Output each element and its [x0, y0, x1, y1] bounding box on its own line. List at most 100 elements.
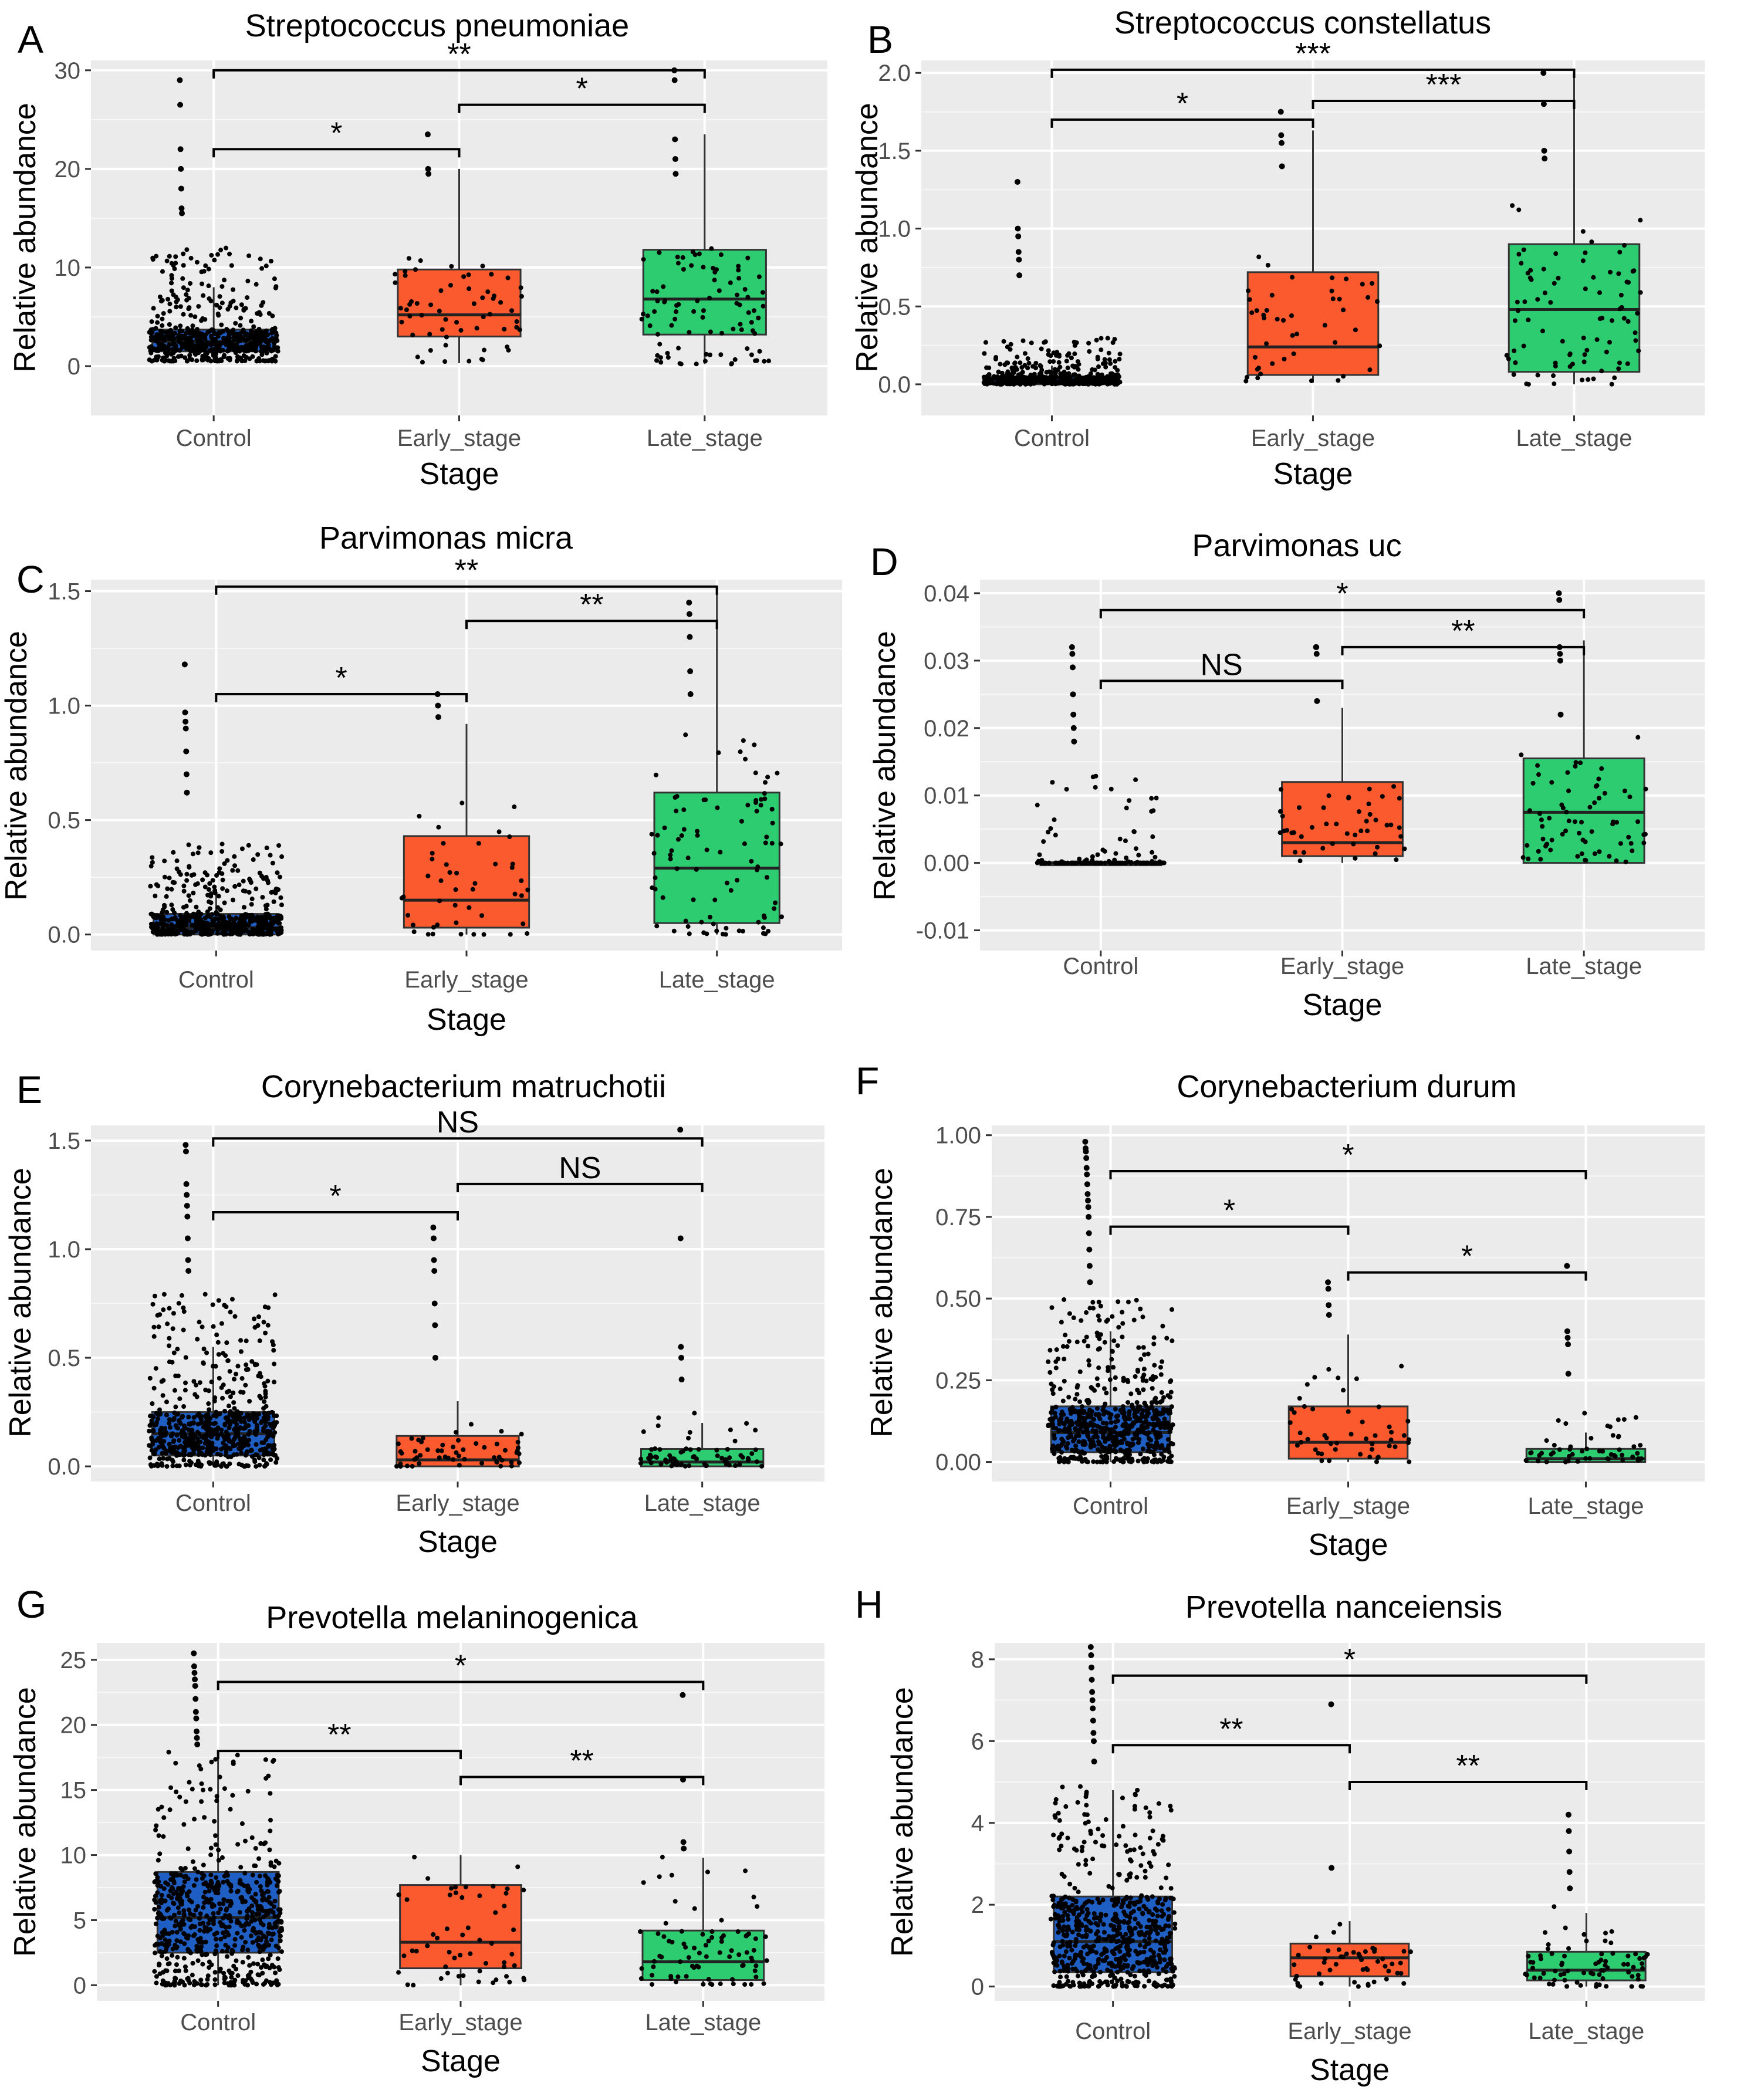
panel-a-ytick-label: 30 [55, 58, 81, 84]
panel-d-data-point [1150, 834, 1155, 840]
panel-a-data-point [229, 263, 234, 268]
panel-d-data-point [1614, 858, 1619, 864]
panel-g-data-point [172, 1912, 177, 1918]
panel-e-data-point [191, 1447, 197, 1452]
panel-f-data-point [1067, 1427, 1072, 1432]
panel-a-data-point [675, 261, 681, 266]
panel-d-significance-label: ** [1451, 614, 1475, 648]
panel-g-data-point [157, 1851, 163, 1856]
panel-b-data-point [1515, 299, 1520, 305]
panel-b-data-point [1022, 351, 1028, 356]
panel-d-outlier-point [1557, 657, 1563, 664]
panel-g-data-point [507, 1980, 512, 1985]
panel-c-data-point [150, 929, 156, 935]
panel-f-data-point [1106, 1365, 1111, 1370]
panel-e-data-point [156, 1324, 161, 1330]
panel-e-data-point [509, 1459, 514, 1465]
panel-g-data-point [258, 1937, 263, 1943]
panel-e-data-point [251, 1416, 256, 1422]
panel-c-points-early-stage [399, 800, 530, 937]
panel-e-data-point [179, 1293, 184, 1298]
panel-b-data-point [1033, 360, 1039, 366]
panel-f-data-point [1165, 1437, 1171, 1442]
panel-f-data-point [1168, 1389, 1174, 1395]
panel-e-data-point [168, 1445, 173, 1450]
panel-e-data-point [199, 1462, 204, 1467]
panel-d-data-point [1093, 784, 1098, 790]
panel-a-data-point [259, 334, 264, 340]
panel-c-data-point [211, 917, 216, 922]
panel-c-outlier-point [435, 702, 441, 709]
panel-a-data-point [256, 310, 262, 315]
panel-e-data-point [181, 1435, 187, 1440]
panel-e-ytick-label: 1.5 [48, 1128, 80, 1154]
panel-g-data-point [275, 1919, 280, 1925]
panel-a-data-point [403, 269, 408, 274]
panel-e-data-point [167, 1306, 172, 1311]
panel-d-outlier-point [1313, 644, 1320, 650]
panel-c-data-point [164, 909, 170, 915]
panel-b-data-point [1337, 296, 1342, 302]
panel-e-data-point [183, 1462, 188, 1467]
panel-c-data-point [217, 866, 222, 871]
panel-c-data-point [672, 795, 678, 800]
panel-b-data-point [1552, 280, 1557, 286]
panel-e-data-point [190, 1428, 195, 1433]
panel-a-data-point [185, 358, 190, 363]
panel-e-data-point [252, 1325, 258, 1330]
panel-e-data-point [257, 1371, 262, 1376]
panel-c-data-point [246, 843, 251, 848]
panel-d-data-point [1133, 846, 1138, 851]
panel-a-data-point [454, 320, 459, 325]
panel-a-data-point [229, 340, 235, 345]
panel-f-data-point [1130, 1402, 1135, 1408]
panel-d-data-point [1149, 796, 1154, 801]
panel-f-data-point [1167, 1449, 1172, 1455]
panel-f-outlier-point [1082, 1138, 1089, 1145]
panel-f-data-point [1523, 1458, 1529, 1463]
panel-c-data-point [150, 855, 155, 860]
panel-f-data-point [1101, 1449, 1106, 1454]
panel-f-outlier-point [1084, 1181, 1090, 1188]
panel-f-data-point [1295, 1443, 1300, 1448]
panel-f-data-point [1107, 1377, 1113, 1382]
panel-f-data-point [1066, 1339, 1072, 1344]
panel-f-data-point [1154, 1412, 1160, 1417]
panel-g-data-point [181, 1822, 187, 1827]
panel-b-data-point [1360, 282, 1365, 287]
panel-g-data-point [168, 1877, 174, 1882]
panel-g-data-point [205, 1883, 211, 1889]
panel-c-data-point [236, 925, 242, 930]
panel-a-data-point [156, 346, 161, 351]
panel-d-data-point [1579, 851, 1584, 857]
panel-f-data-point [1047, 1348, 1053, 1353]
panel-f-data-point [1056, 1356, 1061, 1361]
panel-f-data-point [1135, 1440, 1141, 1445]
panel-d-data-point [1065, 860, 1070, 865]
panel-e-data-point [409, 1436, 414, 1441]
panel-b-data-point [1604, 349, 1609, 354]
panel-a-data-point [245, 278, 251, 283]
panel-c-data-point [255, 852, 261, 857]
panel-e-data-point [194, 1382, 199, 1388]
panel-g-data-point [235, 1842, 241, 1847]
panel-e-data-point [217, 1411, 222, 1416]
panel-f-data-point [1118, 1408, 1123, 1413]
panel-g-data-point [165, 1906, 171, 1912]
panel-d-data-point [1635, 819, 1641, 824]
panel-d-data-point [1367, 811, 1373, 817]
panel-e-data-point [247, 1399, 252, 1404]
panel-g-data-point [163, 1898, 168, 1903]
panel-b-data-point [1624, 279, 1630, 285]
panel-b-data-point [1581, 335, 1586, 340]
panel-d-data-point [1124, 855, 1129, 861]
panel-e-data-point [215, 1340, 221, 1345]
panel-f-data-point [1082, 1450, 1087, 1456]
panel-d-data-point [1536, 772, 1541, 777]
panel-c-data-point [745, 803, 751, 808]
panel-g-data-point [181, 1884, 186, 1889]
panel-c-significance-label: * [336, 661, 347, 695]
panel-b-ytick-label: 0.5 [878, 294, 911, 320]
panel-g-data-point [153, 1893, 158, 1899]
panel-g-data-point [494, 1977, 499, 1983]
